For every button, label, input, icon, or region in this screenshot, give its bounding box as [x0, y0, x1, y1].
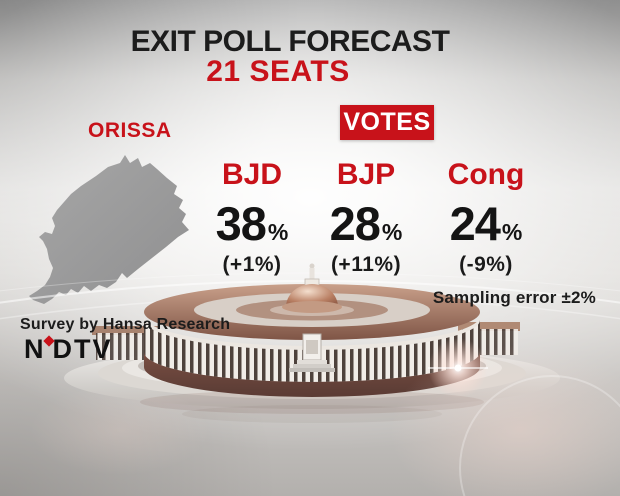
- poll-column-bjd: BJD 38 % (+1%): [190, 157, 314, 277]
- lens-flare: [30, 338, 620, 496]
- poll-column-bjp: BJP 28 % (+11%): [304, 157, 428, 277]
- party-name: Cong: [447, 158, 525, 191]
- orissa-map: [29, 155, 189, 304]
- vote-share-value: 28: [329, 197, 381, 250]
- page-title: EXIT POLL FORECAST: [130, 25, 450, 58]
- vote-change: (+1%): [222, 253, 282, 276]
- percent-sign: %: [381, 219, 403, 245]
- sampling-error-note: Sampling error ±2%: [432, 288, 596, 307]
- party-name: BJP: [336, 158, 396, 191]
- vote-share: 38 %: [190, 199, 314, 249]
- ndtv-logo-dtv: DTV: [52, 334, 113, 364]
- vote-share-value: 38: [215, 197, 267, 250]
- vote-share-value: 24: [449, 197, 501, 250]
- percent-sign: %: [267, 219, 289, 245]
- ndtv-logo-n: N: [24, 334, 46, 364]
- survey-credit: Survey by Hansa Research: [20, 316, 231, 333]
- vote-share: 24 %: [424, 199, 548, 249]
- ndtv-logo: N DTV: [24, 334, 113, 365]
- vote-change: (+11%): [330, 253, 402, 276]
- party-name: BJD: [221, 158, 282, 191]
- parliament-building: [144, 263, 480, 397]
- vote-change: (-9%): [459, 253, 513, 276]
- percent-sign: %: [501, 219, 523, 245]
- vote-share: 28 %: [304, 199, 428, 249]
- votes-badge: VOTES: [340, 105, 434, 140]
- votes-badge-label: VOTES: [343, 108, 431, 136]
- seats-subtitle: 21 SEATS: [206, 55, 350, 88]
- poll-column-cong: Cong 24 % (-9%): [424, 157, 548, 277]
- region-label: ORISSA: [88, 119, 172, 142]
